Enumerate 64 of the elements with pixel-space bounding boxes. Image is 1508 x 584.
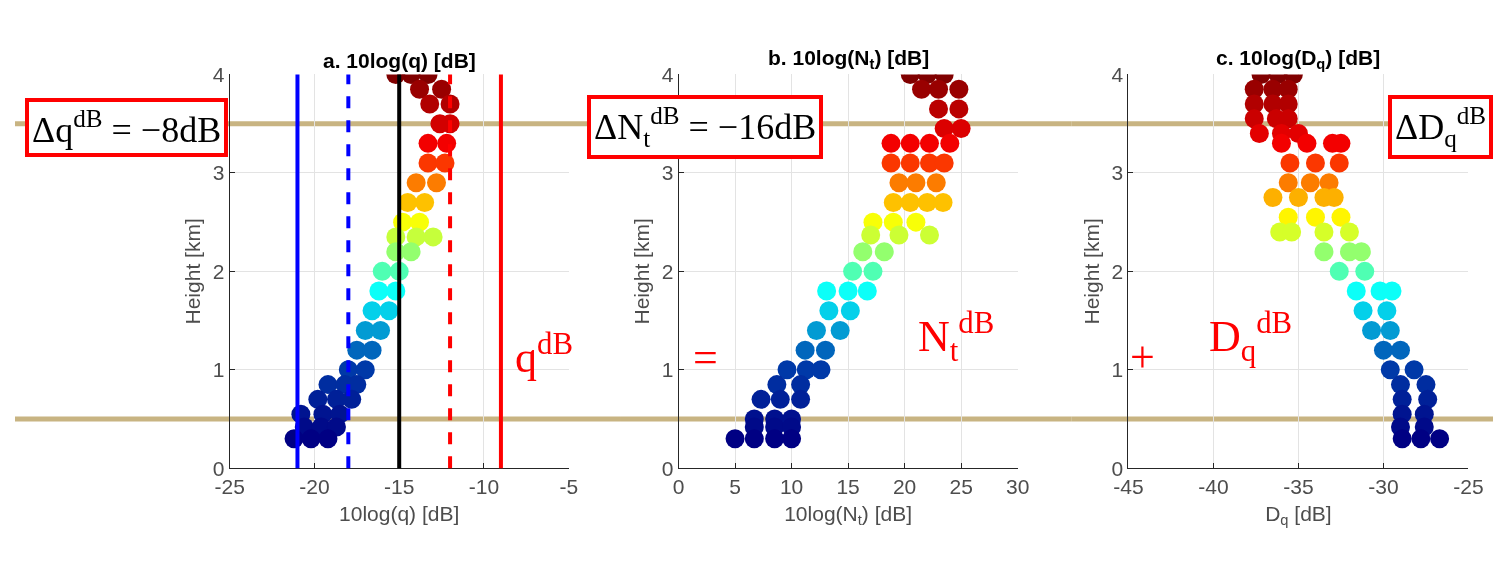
- x-axis-title: 10log(q) [dB]: [339, 501, 460, 525]
- y-tick-label: 1: [1111, 358, 1124, 382]
- y-tick-label: 3: [212, 161, 225, 185]
- point: [318, 375, 338, 395]
- y-tick-label: 3: [1111, 161, 1124, 185]
- point: [415, 192, 435, 212]
- y-tick-label: 4: [1111, 62, 1124, 86]
- x-axis-title: D$_{q}$ [dB]: [1265, 501, 1332, 529]
- y-tick-label: 4: [661, 62, 674, 86]
- y-tick-label: 3: [661, 161, 674, 185]
- chart-title: b. 10log(N$_{t}$) [dB]: [768, 46, 930, 73]
- chart-title: c. 10log(D$_{q}$) [dB]: [1216, 46, 1381, 73]
- point: [342, 389, 362, 409]
- annotation: =: [693, 333, 718, 382]
- x-tick-label: 5: [729, 475, 741, 499]
- y-tick-label: 1: [212, 358, 225, 382]
- annotation: q$^{dB}$: [515, 327, 573, 383]
- point: [369, 281, 389, 301]
- annotation: +: [1130, 333, 1155, 382]
- y-tick-label: 0: [661, 456, 674, 480]
- point: [423, 227, 443, 247]
- chart-title: a. 10log(q) [dB]: [323, 49, 476, 72]
- point: [410, 79, 430, 99]
- y-tick-label: 2: [661, 259, 674, 283]
- point: [418, 133, 438, 153]
- point: [301, 429, 321, 449]
- point: [371, 320, 391, 340]
- x-tick-label: -35: [1283, 475, 1314, 499]
- point: [318, 429, 338, 449]
- point: [355, 360, 375, 380]
- y-axis-title: Height [km]: [180, 218, 204, 325]
- x-tick-label: -5: [559, 475, 579, 499]
- y-tick-label: 4: [212, 62, 225, 86]
- text: Δq$^{dB}$ = −8dB: [32, 105, 222, 151]
- x-tick-label: -20: [299, 475, 330, 499]
- point: [427, 173, 446, 193]
- point: [362, 301, 382, 321]
- point: [420, 94, 440, 114]
- y-tick-label: 2: [1111, 259, 1124, 283]
- y-tick-label: 1: [661, 358, 674, 382]
- point: [362, 340, 382, 360]
- x-tick-label: -10: [468, 475, 500, 499]
- point: [372, 261, 392, 281]
- x-tick-label: -30: [1368, 475, 1399, 499]
- point: [379, 301, 399, 321]
- x-tick-label: 25: [949, 475, 973, 499]
- x-tick-label: 10: [779, 475, 804, 499]
- point: [418, 153, 438, 173]
- y-axis-title: Height [km]: [1079, 218, 1103, 325]
- x-tick-label: 20: [892, 475, 917, 499]
- x-tick-label: -15: [384, 475, 415, 499]
- point: [435, 153, 455, 173]
- point: [401, 242, 421, 262]
- point: [406, 173, 426, 193]
- point: [432, 79, 452, 99]
- x-tick-label: -40: [1198, 475, 1229, 499]
- y-axis-title: Height [km]: [629, 218, 653, 325]
- point: [308, 389, 328, 409]
- x-tick-label: 15: [836, 475, 860, 499]
- x-axis-title: 10log(N$_{t}$) [dB]: [784, 501, 912, 529]
- y-tick-label: 2: [212, 259, 225, 283]
- x-tick-label: 30: [1005, 475, 1030, 499]
- x-tick-label: -25: [1453, 475, 1484, 499]
- annotation: ΔN$_{t}$$^{dB}$ = −16dB: [594, 102, 817, 152]
